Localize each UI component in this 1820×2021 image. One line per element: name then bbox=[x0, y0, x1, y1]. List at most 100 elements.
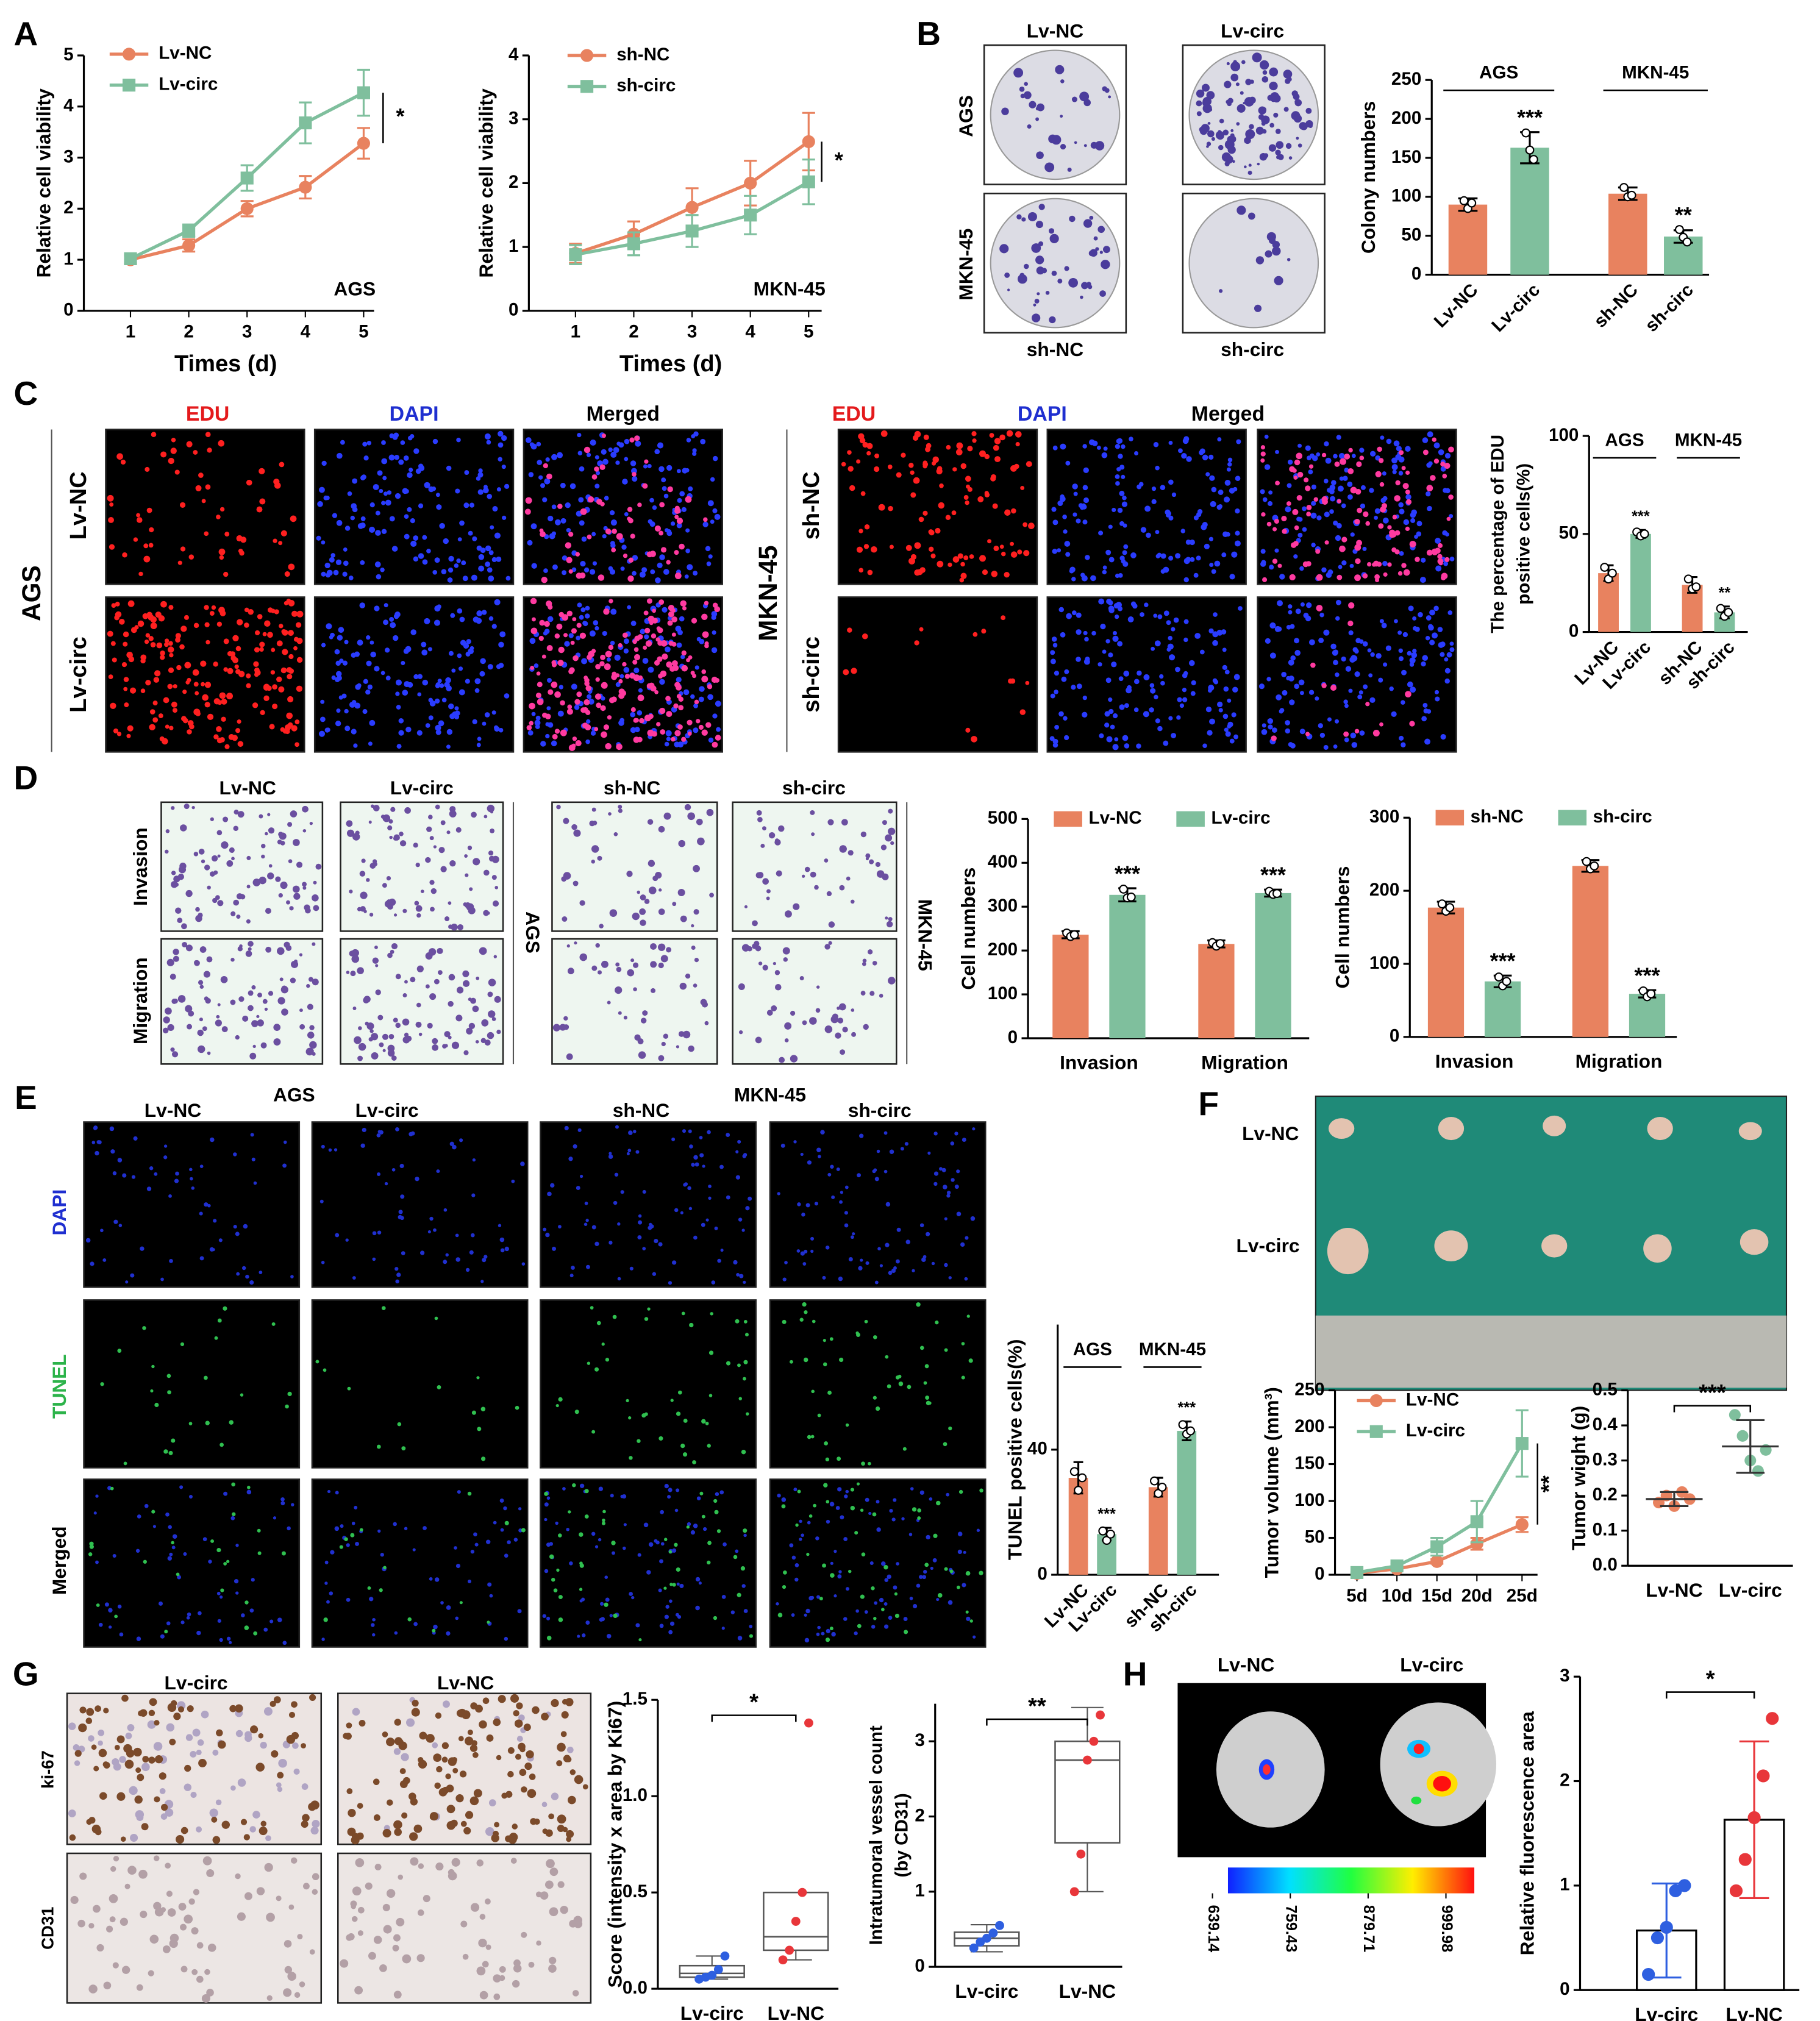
photo-dot bbox=[493, 1974, 501, 1983]
significance: *** bbox=[1490, 949, 1516, 974]
image-label: AGS bbox=[273, 1084, 315, 1106]
significance: ** bbox=[1719, 584, 1731, 601]
photo-dot bbox=[138, 1869, 148, 1879]
photo-dot bbox=[1121, 501, 1128, 507]
photo-dot bbox=[160, 601, 167, 608]
photo-dot bbox=[633, 1130, 637, 1133]
image-label: MKN-45 bbox=[955, 229, 977, 301]
photo-dot bbox=[282, 629, 288, 636]
photo-dot bbox=[491, 855, 499, 863]
photo-dot bbox=[573, 655, 579, 661]
photo-dot bbox=[612, 1551, 615, 1555]
photo-dot bbox=[1121, 474, 1126, 479]
photo-dot bbox=[196, 1942, 204, 1949]
y-tick-label: 100 bbox=[1391, 186, 1421, 206]
photo-dot bbox=[560, 518, 566, 524]
photo-dot bbox=[204, 1969, 210, 1975]
photo-dot bbox=[236, 1272, 240, 1276]
photo-dot bbox=[432, 1044, 438, 1051]
photo-dot bbox=[733, 1555, 738, 1559]
photo-dot bbox=[481, 610, 487, 615]
data-point bbox=[778, 1955, 788, 1965]
error-bar bbox=[1660, 1491, 1689, 1507]
photo-dot bbox=[598, 1538, 602, 1542]
photo-dot bbox=[693, 1155, 698, 1160]
photo-dot bbox=[1376, 561, 1382, 567]
photo-dot bbox=[658, 962, 664, 969]
photo-dot bbox=[93, 1126, 97, 1130]
photo-dot bbox=[201, 682, 205, 686]
photo-dot bbox=[946, 1191, 951, 1195]
photo-dot bbox=[810, 1236, 815, 1241]
photo-dot bbox=[616, 966, 622, 972]
photo-dot bbox=[182, 690, 187, 694]
data-point bbox=[1089, 1736, 1099, 1746]
photo-dot bbox=[701, 669, 707, 674]
photo-dot bbox=[147, 1720, 156, 1729]
photo-dot bbox=[651, 633, 657, 639]
photo-dot bbox=[572, 1483, 576, 1488]
photo-dot bbox=[937, 466, 943, 472]
photo-dot bbox=[469, 646, 474, 650]
colony bbox=[1004, 272, 1010, 278]
photo-dot bbox=[273, 1696, 281, 1704]
data-point bbox=[1646, 989, 1656, 999]
photo-dot bbox=[965, 500, 969, 505]
photo-dot bbox=[862, 961, 866, 966]
photo-dot bbox=[540, 483, 546, 488]
photo-dot bbox=[440, 1601, 444, 1605]
photo-dot bbox=[441, 697, 447, 703]
photo-dot bbox=[865, 857, 869, 861]
photo-dot bbox=[480, 1456, 486, 1461]
x-tick-label: Lv-circ bbox=[680, 2002, 744, 2021]
photo-dot bbox=[781, 1504, 786, 1509]
photo-dot bbox=[465, 873, 469, 877]
colony bbox=[1094, 141, 1105, 151]
photo-dot bbox=[214, 1336, 218, 1340]
photo-dot bbox=[360, 560, 365, 565]
photo-dot bbox=[1421, 661, 1426, 667]
photo-dot bbox=[1308, 469, 1313, 475]
photo-dot bbox=[638, 1638, 642, 1642]
photo-dot bbox=[387, 825, 393, 831]
photo-dot bbox=[278, 541, 283, 546]
photo-dot bbox=[979, 1488, 983, 1493]
photo-dot bbox=[93, 1905, 101, 1913]
photo-dot bbox=[213, 698, 221, 705]
photo-dot bbox=[666, 736, 671, 741]
photo-dot bbox=[426, 1734, 435, 1743]
photo-dot bbox=[514, 1719, 523, 1728]
photo-dot bbox=[1349, 657, 1355, 663]
panel-letter: C bbox=[13, 374, 38, 412]
photo-dot bbox=[629, 1266, 633, 1271]
photo-dot bbox=[472, 1005, 479, 1013]
photo-dot bbox=[669, 666, 676, 672]
photo-dot bbox=[1224, 669, 1230, 675]
photo-dot bbox=[233, 1225, 237, 1229]
photo-dot bbox=[1304, 477, 1309, 483]
photo-dot bbox=[1205, 706, 1212, 713]
photo-dot bbox=[199, 985, 204, 989]
photo-dot bbox=[913, 477, 920, 484]
photo-dot bbox=[237, 1912, 246, 1921]
y-tick-label: 0.1 bbox=[1593, 1520, 1618, 1540]
photo-dot bbox=[554, 691, 561, 698]
photo-dot bbox=[112, 1553, 116, 1558]
photo-dot bbox=[1262, 497, 1268, 502]
photo-dot bbox=[575, 740, 582, 747]
photo-dot bbox=[1294, 683, 1300, 690]
colony bbox=[1068, 277, 1078, 288]
photo-dot bbox=[448, 703, 454, 710]
photo-dot bbox=[877, 1247, 881, 1251]
colony bbox=[1037, 103, 1044, 112]
photo-dot bbox=[535, 724, 540, 729]
y-tick-label: 0 bbox=[1008, 1027, 1018, 1047]
photo-dot bbox=[1213, 679, 1219, 685]
photo-dot bbox=[583, 567, 590, 573]
photo-dot bbox=[667, 1495, 671, 1499]
photo-dot bbox=[435, 493, 440, 497]
photo-dot bbox=[1260, 445, 1266, 450]
photo-dot bbox=[379, 1588, 383, 1592]
photo-dot bbox=[193, 682, 199, 687]
photo-dot bbox=[382, 883, 387, 888]
